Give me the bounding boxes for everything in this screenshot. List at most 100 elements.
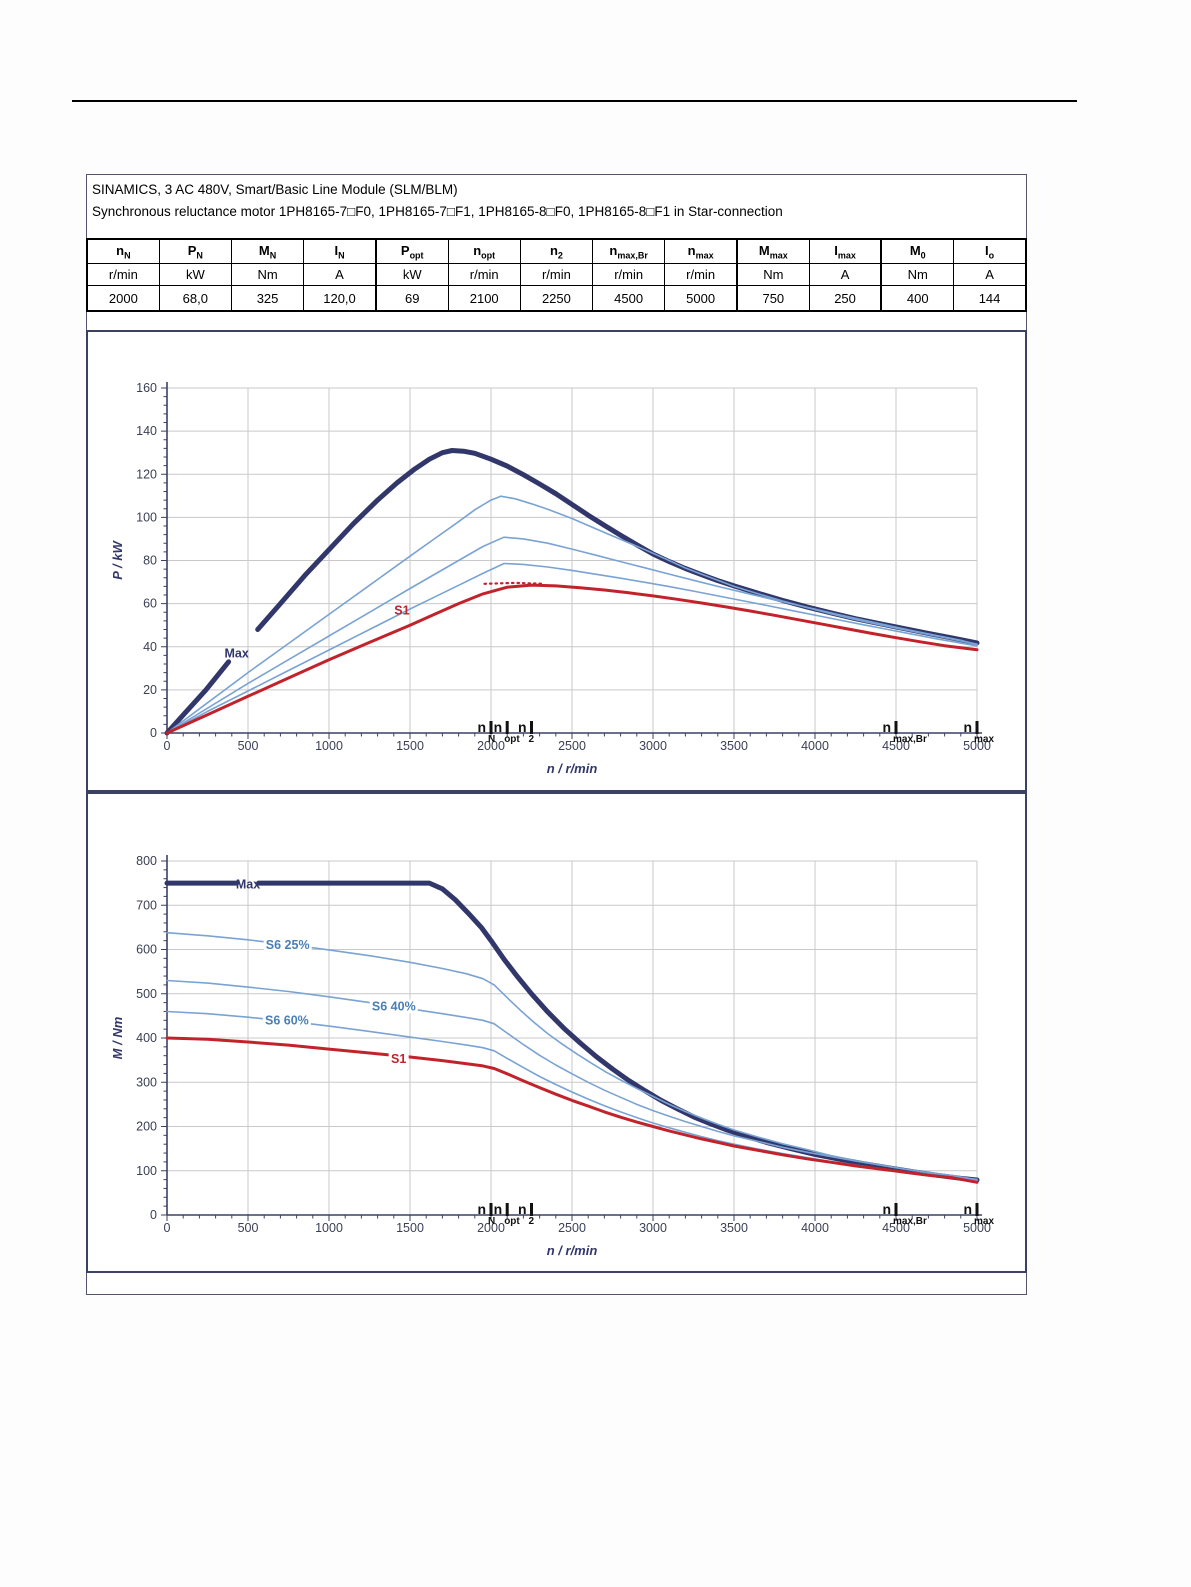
svg-text:4000: 4000 [801,1221,829,1235]
table-symbol-cell: M0 [880,238,955,264]
svg-text:n: n [518,1201,527,1217]
svg-text:S6 40%: S6 40% [372,1000,416,1014]
table-symbol-cell: IN [303,238,377,264]
table-symbol-cell: Io [953,238,1027,264]
table-unit-cell: r/min [664,263,738,286]
svg-text:500: 500 [238,1221,259,1235]
svg-text:n: n [518,719,527,735]
svg-text:max: max [974,1216,994,1227]
table-row: nN PN MN IN Popt nopt n2 nmax,Br nmax Mmax Imax M0 I… [86,238,1027,264]
power-chart-panel: 0 500 1000 1500 2000 2500 3000 3500 4000 4500 5000… [86,330,1027,792]
svg-text:40: 40 [143,640,157,654]
table-value-cell: 144 [953,285,1027,312]
svg-text:opt: opt [504,734,520,745]
page-top-rule [72,100,1077,102]
svg-text:0: 0 [150,1208,157,1222]
table-unit-cell: r/min [447,263,521,286]
table-unit-cell: kW [374,263,449,286]
svg-text:0: 0 [150,726,157,740]
svg-text:2500: 2500 [558,1221,586,1235]
table-value-cell: 68,0 [158,285,232,312]
svg-text:300: 300 [136,1075,157,1089]
svg-text:600: 600 [136,943,157,957]
table-unit-cell: r/min [519,263,594,286]
ratings-table: nN PN MN IN Popt nopt n2 nmax,Br nmax Mmax Imax M0 I… [86,238,1027,312]
svg-text:n: n [882,1201,891,1217]
table-symbol-cell: nN [86,238,160,264]
table-symbol-cell: Mmax [735,238,810,264]
svg-text:n: n [882,719,891,735]
svg-text:n: n [494,719,503,735]
svg-text:n: n [494,1201,503,1217]
svg-text:n: n [477,719,486,735]
svg-text:140: 140 [136,424,157,438]
table-symbol-cell: nmax,Br [592,238,666,264]
svg-text:1000: 1000 [315,1221,343,1235]
svg-text:S1: S1 [391,1052,406,1066]
svg-text:120: 120 [136,467,157,481]
table-unit-cell: r/min [592,263,666,286]
svg-text:max,Br: max,Br [893,734,927,745]
svg-text:4000: 4000 [801,739,829,753]
svg-text:2: 2 [529,734,535,745]
svg-text:1000: 1000 [315,739,343,753]
table-unit-cell: A [953,263,1027,286]
svg-text:500: 500 [136,987,157,1001]
svg-text:n: n [963,1201,972,1217]
svg-text:0: 0 [164,739,171,753]
torque-chart: 0 500 1000 1500 2000 2500 3000 3500 4000 4500 5000… [110,854,994,1258]
svg-text:P / kW: P / kW [110,540,125,580]
table-value-cell: 69 [374,285,449,312]
svg-text:4500: 4500 [882,739,910,753]
svg-text:Max: Max [236,877,260,891]
table-row: 2000 68,0 325 120,0 69 2100 2250 4500 5000 750 250… [86,285,1027,312]
power-chart: 0 500 1000 1500 2000 2500 3000 3500 4000 4500 5000… [110,381,994,776]
table-unit-cell: A [808,263,882,286]
svg-text:S1: S1 [394,603,409,617]
svg-text:N: N [488,1216,495,1227]
table-value-cell: 250 [808,285,882,312]
table-symbol-cell: n2 [519,238,594,264]
svg-text:opt: opt [504,1216,520,1227]
svg-text:5000: 5000 [963,739,991,753]
table-symbol-cell: Imax [808,238,882,264]
table-value-cell: 120,0 [303,285,377,312]
svg-text:2: 2 [529,1216,535,1227]
table-value-cell: 5000 [664,285,738,312]
svg-text:500: 500 [238,739,259,753]
svg-text:800: 800 [136,854,157,868]
svg-text:20: 20 [143,683,157,697]
svg-text:200: 200 [136,1120,157,1134]
svg-text:0: 0 [164,1221,171,1235]
svg-text:M / Nm: M / Nm [110,1016,125,1059]
table-value-cell: 2250 [519,285,594,312]
table-value-cell: 4500 [592,285,666,312]
table-value-cell: 400 [880,285,955,312]
table-unit-cell: A [303,263,377,286]
svg-text:n: n [963,719,972,735]
table-unit-cell: Nm [230,263,305,286]
svg-text:3000: 3000 [639,1221,667,1235]
table-unit-cell: r/min [86,263,160,286]
svg-text:700: 700 [136,898,157,912]
svg-text:100: 100 [136,510,157,524]
svg-text:3500: 3500 [720,1221,748,1235]
table-unit-cell: kW [158,263,232,286]
svg-text:80: 80 [143,554,157,568]
svg-text:n: n [477,1201,486,1217]
torque-chart-panel: 0 500 1000 1500 2000 2500 3000 3500 4000 4500 5000… [86,792,1027,1273]
svg-text:160: 160 [136,381,157,395]
svg-text:n / r/min: n / r/min [547,761,598,776]
svg-text:2500: 2500 [558,739,586,753]
svg-text:S6 60%: S6 60% [265,1014,309,1028]
table-value-cell: 2000 [86,285,160,312]
table-unit-cell: Nm [880,263,955,286]
svg-text:S6 25%: S6 25% [266,938,310,952]
svg-text:3000: 3000 [639,739,667,753]
svg-text:n / r/min: n / r/min [547,1243,598,1258]
svg-text:2000: 2000 [477,739,505,753]
svg-text:60: 60 [143,597,157,611]
header-line-module: SINAMICS, 3 AC 480V, Smart/Basic Line Mo… [92,182,458,197]
table-symbol-cell: Popt [374,238,449,264]
